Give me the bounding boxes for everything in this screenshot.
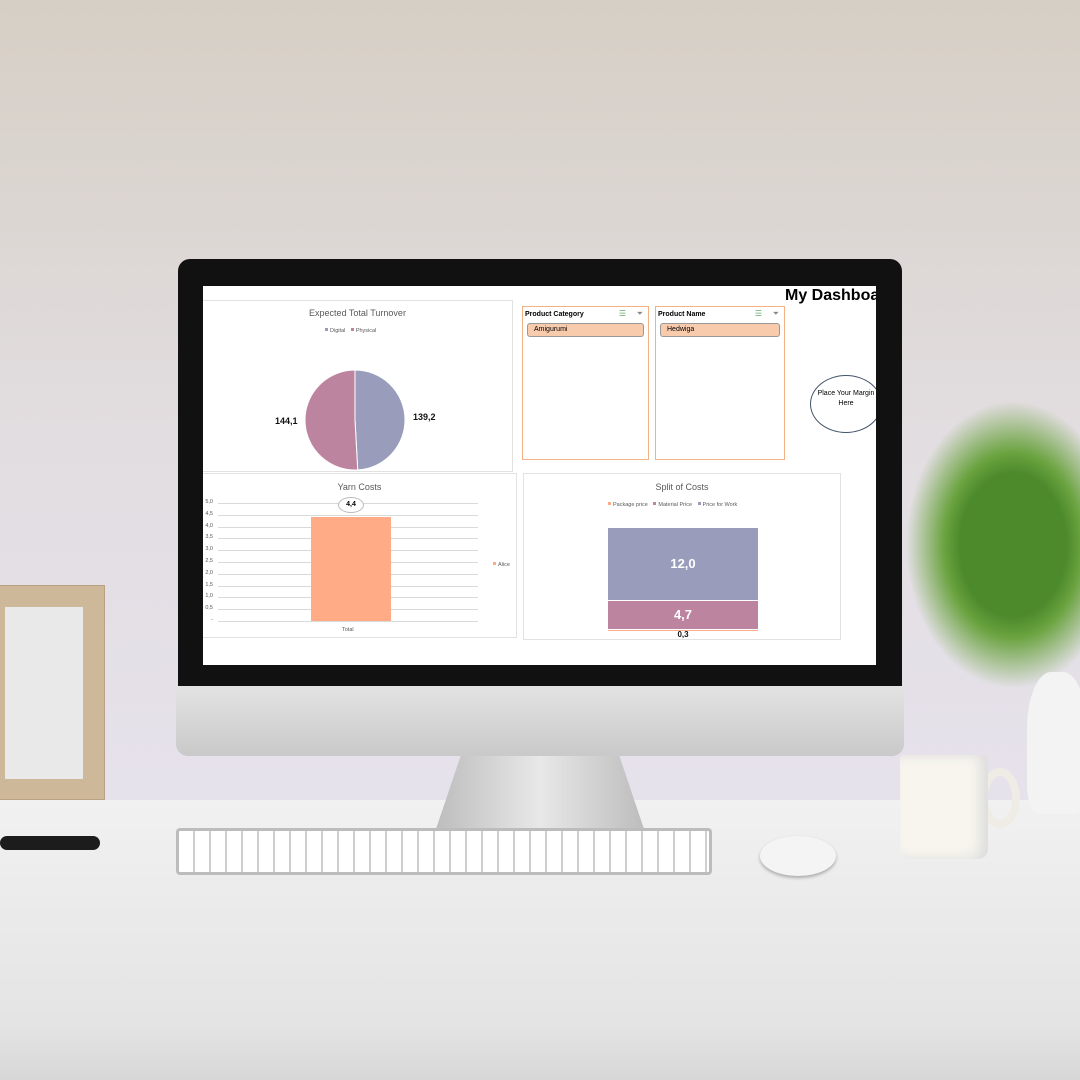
multi-select-icon[interactable]: ☰: [754, 309, 762, 318]
dashboard-title: My Dashboard: [785, 287, 876, 304]
clear-filter-icon[interactable]: ⏷: [772, 309, 779, 318]
chart-title: Split of Costs: [655, 482, 709, 492]
legend-work: Price for Work: [702, 502, 738, 508]
turnover-chart[interactable]: Expected Total Turnover Digital Physical…: [203, 300, 513, 472]
legend-material: Material Price: [658, 502, 693, 508]
monitor-chin: [176, 686, 904, 756]
y-tick-label: 5,0: [205, 499, 213, 505]
legend-alice: Alice: [498, 562, 510, 568]
label-physical: 144,1: [275, 416, 298, 426]
data-label: 4,4: [338, 497, 364, 514]
data-label: 4,7: [673, 606, 693, 622]
monitor-stand: [436, 755, 644, 829]
slicer-item[interactable]: Hedwiga: [660, 323, 780, 337]
y-tick-label: 4,5: [205, 510, 213, 517]
chart-title: Yarn Costs: [337, 482, 382, 492]
y-tick-label: -: [211, 617, 213, 623]
y-tick-label: 3,5: [205, 534, 213, 541]
picture-frame-inner: [5, 607, 83, 779]
bar-segment-price-for-work[interactable]: [608, 527, 758, 601]
split-plot: 0,3 4,7 12,0: [524, 474, 842, 641]
y-tick-label: 3,0: [205, 546, 213, 553]
y-tick-label: 0,5: [205, 605, 213, 612]
clear-filter-icon[interactable]: ⏷: [636, 309, 643, 318]
bar-segment-package-price[interactable]: [608, 629, 758, 631]
y-tick-label: 2,5: [205, 558, 213, 564]
gridline: [218, 621, 478, 622]
bar-segment-material-price[interactable]: [608, 600, 758, 630]
y-tick-label: 4,0: [205, 522, 213, 529]
keyboard: [176, 828, 712, 875]
bar-alice[interactable]: [311, 517, 391, 621]
vase: [1027, 672, 1080, 814]
multi-select-icon[interactable]: ☰: [618, 309, 626, 318]
legend: Digital Physical: [321, 328, 376, 334]
gridline: [218, 514, 478, 516]
slicer-product-category[interactable]: Product Category ☰ ⏷ Amigurumi: [522, 306, 649, 460]
y-tick-label: 1,5: [205, 581, 213, 588]
legend-physical: Physical: [355, 328, 377, 334]
y-tick-label: 1,0: [205, 593, 213, 600]
slicer-title: Product Category: [525, 311, 584, 318]
data-label: 12,0: [670, 555, 696, 571]
label-digital: 139,2: [413, 412, 436, 422]
slicer-item[interactable]: Amigurumi: [527, 323, 644, 337]
legend: Package price Material Price Price for W…: [604, 502, 737, 508]
dashboard-screen: My Dashboard Expected Total Turnover Dig…: [203, 286, 876, 665]
yarn-plot: - 0,5 1,0 1,5 2,0 2,5 3,0 3,5 4,0 4,5 5,0 4,4: [203, 474, 518, 639]
data-label: 0,3: [677, 630, 689, 639]
split-of-costs-chart[interactable]: Split of Costs Package price Material Pr…: [523, 473, 841, 640]
pie: [304, 369, 406, 471]
mug: [900, 755, 988, 859]
margin-callout[interactable]: Place Your Margin Here: [810, 375, 876, 433]
pen: [0, 836, 100, 850]
legend: Alice: [489, 562, 510, 568]
legend-digital: Digital: [330, 328, 346, 334]
y-tick-label: 2,0: [205, 569, 213, 576]
legend-package: Package price: [613, 502, 648, 508]
slicer-product-name[interactable]: Product Name ☰ ⏷ Hedwiga: [655, 306, 785, 460]
slicer-title: Product Name: [658, 311, 706, 318]
pie-slice-physical[interactable]: [304, 369, 359, 471]
plant: [905, 400, 1080, 690]
mouse: [760, 836, 836, 876]
pie-slice-digital[interactable]: [354, 369, 406, 471]
chart-title: Expected Total Turnover: [309, 308, 406, 318]
x-tick-label: Total: [342, 627, 354, 633]
yarn-costs-chart[interactable]: Yarn Costs - 0,5 1,0 1,5 2,0 2,5 3,0 3,5 4,0 4,5 5…: [203, 473, 517, 638]
